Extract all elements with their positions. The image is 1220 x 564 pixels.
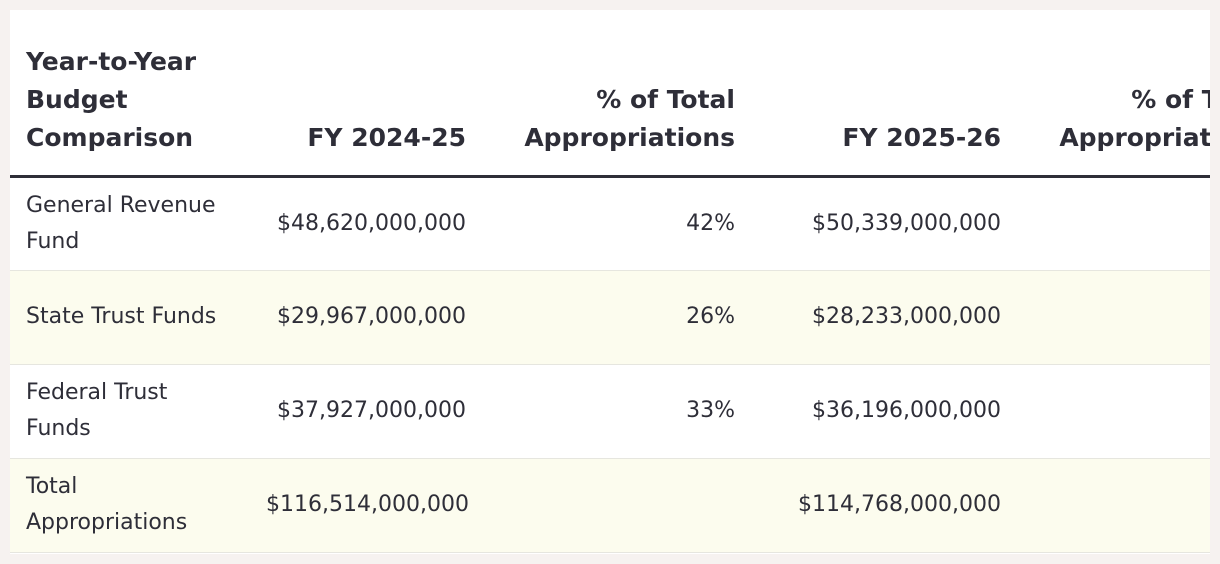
empty-cell [1017, 364, 1210, 459]
column-header: FY 2024-25 [250, 10, 482, 178]
empty-cell [1017, 270, 1210, 365]
table-body: General Revenue Fund $48,620,000,000 42% $5… [10, 176, 1210, 553]
cell: $114,768,000,000 [751, 458, 1017, 553]
cell: $37,927,000,000 [250, 364, 482, 459]
row-label: State Trust Funds [10, 270, 250, 365]
empty-cell [482, 458, 751, 553]
budget-table: Year-to-Year Budget Comparison FY 2024-25… [10, 10, 1210, 553]
table-row: General Revenue Fund $48,620,000,000 42% $5… [10, 176, 1210, 271]
cell: $36,196,000,000 [751, 364, 1017, 459]
cell: 26% [482, 270, 751, 365]
table-frame: Year-to-Year Budget Comparison FY 2024-25… [10, 10, 1210, 554]
column-header: FY 2025-26 [751, 10, 1017, 178]
table-row: State Trust Funds $29,967,000,000 26% $28,2… [10, 270, 1210, 365]
table-row: Federal Trust Funds $37,927,000,000 33% $36… [10, 364, 1210, 459]
cell: 33% [482, 364, 751, 459]
cell: 42% [482, 176, 751, 271]
cell: $50,339,000,000 [751, 176, 1017, 271]
cell: $29,967,000,000 [250, 270, 482, 365]
column-header: % of Total Appropriations [1017, 10, 1210, 178]
column-header: % of Total Appropriations [482, 10, 751, 178]
row-label: Total Appropriations [10, 458, 250, 553]
row-label: Federal Trust Funds [10, 364, 250, 459]
cell: $28,233,000,000 [751, 270, 1017, 365]
empty-cell [1017, 458, 1210, 553]
cell: $116,514,000,000 [250, 458, 482, 553]
table-row: Total Appropriations $116,514,000,000 $114… [10, 458, 1210, 553]
column-header: Year-to-Year Budget Comparison [10, 10, 250, 178]
empty-cell [1017, 176, 1210, 271]
row-label: General Revenue Fund [10, 176, 250, 271]
cell: $48,620,000,000 [250, 176, 482, 271]
header-row: Year-to-Year Budget Comparison FY 2024-25… [10, 10, 1210, 178]
